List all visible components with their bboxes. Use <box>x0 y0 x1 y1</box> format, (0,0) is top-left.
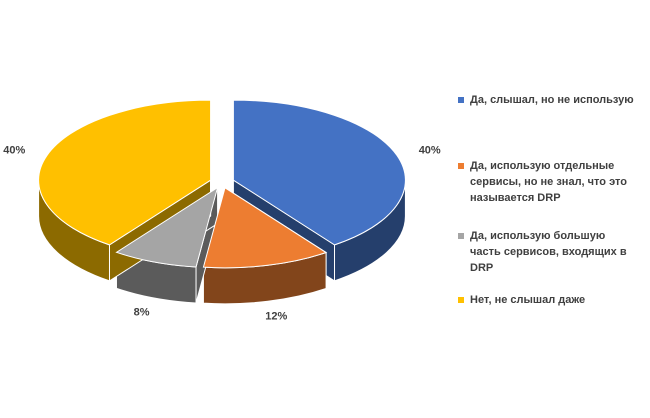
legend-item: Да, использую отдельные сервисы, но не з… <box>458 158 638 206</box>
legend-item: Нет, не слышал даже <box>458 292 638 308</box>
data-label: 12% <box>265 311 287 323</box>
data-label: 8% <box>134 307 150 319</box>
legend-swatch <box>458 297 464 303</box>
legend-label: Да, слышал, но не использую <box>470 94 634 106</box>
legend-label: Нет, не слышал даже <box>470 294 586 306</box>
pie-slice <box>115 186 219 268</box>
data-label: 40% <box>419 144 441 156</box>
legend-swatch <box>458 233 464 239</box>
data-label: 40% <box>3 144 25 156</box>
legend-swatch <box>458 163 464 169</box>
legend-label: Да, использую большую часть сервисов, вх… <box>470 230 627 274</box>
pie-slice <box>38 99 212 246</box>
legend-swatch <box>458 97 464 103</box>
legend-label: Да, использую отдельные сервисы, но не з… <box>470 160 627 204</box>
pie-slice <box>202 187 328 269</box>
legend-item: Да, слышал, но не использую <box>458 92 638 108</box>
legend-item: Да, использую большую часть сервисов, вх… <box>458 228 638 276</box>
pie-slice <box>232 99 406 246</box>
